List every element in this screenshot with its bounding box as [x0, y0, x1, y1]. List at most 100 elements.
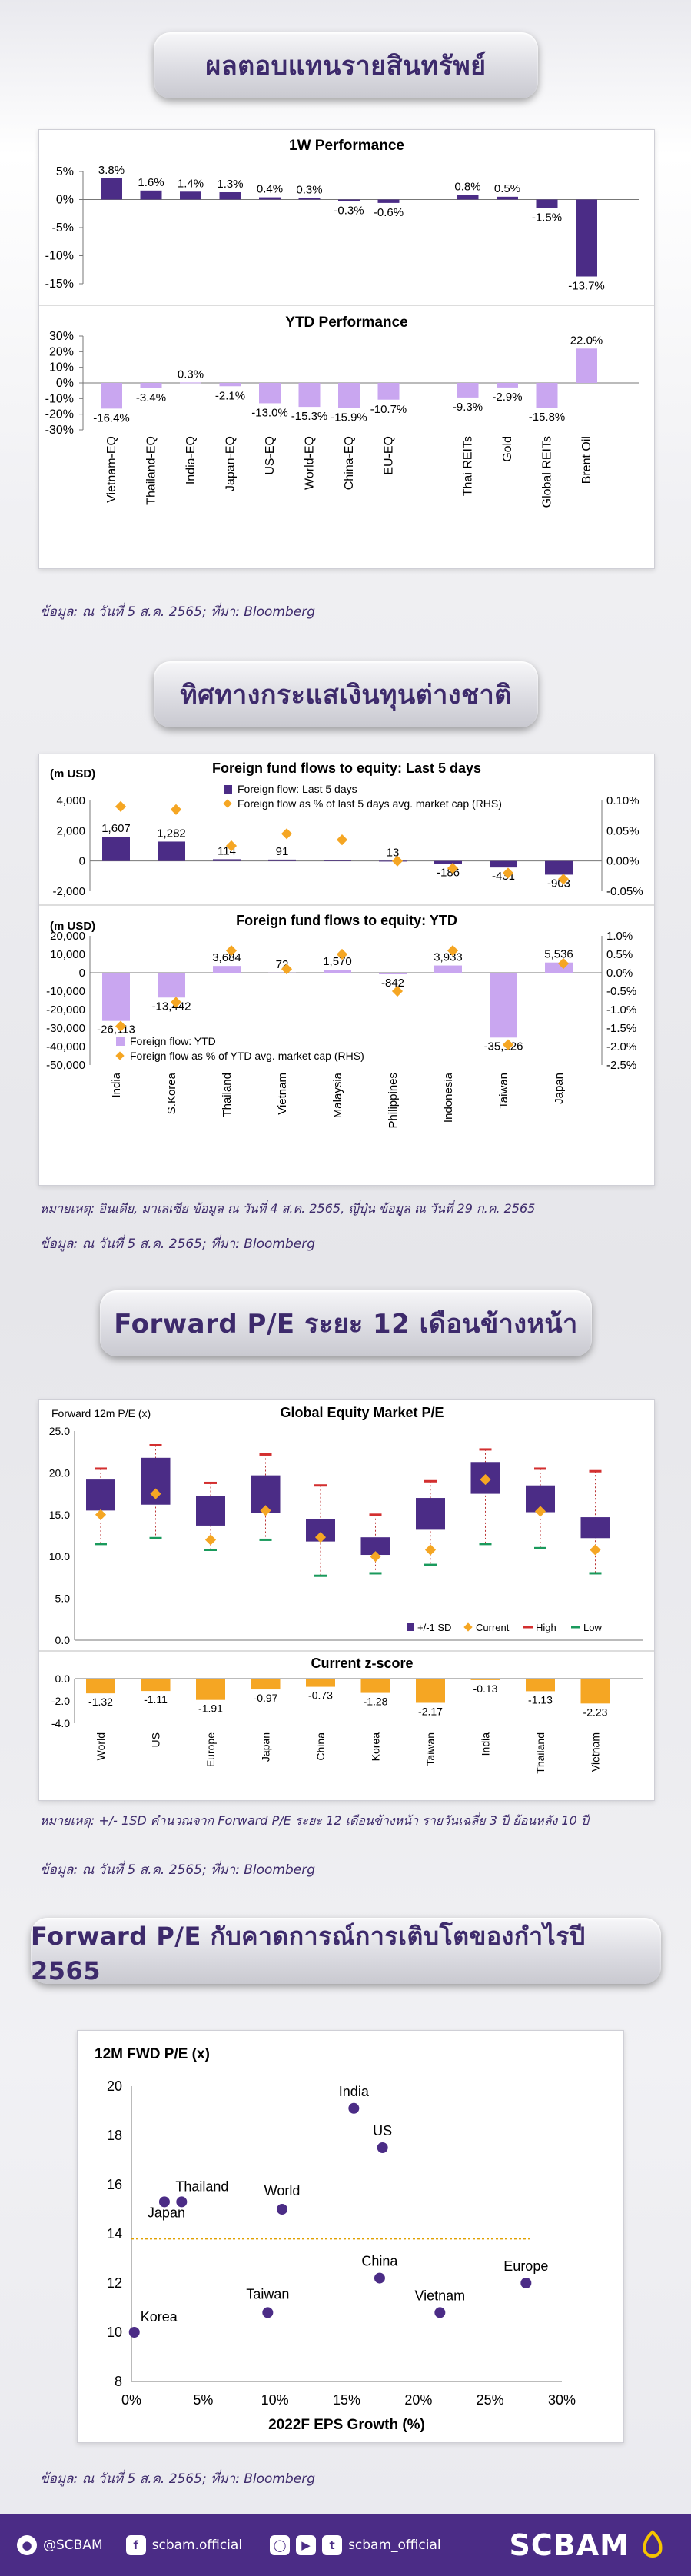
source-note-scatter: ข้อมูล: ณ วันที่ 5 ส.ค. 2565; ที่มา: Blo… [40, 2471, 315, 2487]
flow-5d-rhs-tick: -0.05% [606, 885, 643, 898]
flow-5d-data-label: 91 [276, 845, 289, 858]
flows-chart: Foreign fund flows to equity: Last 5 day… [39, 760, 654, 1129]
flow-ytd-bar [434, 965, 462, 973]
remark-pe: หมายเหตุ: +/- 1SD คำนวณจาก Forward P/E ร… [40, 1813, 590, 1828]
scatter-xtick: 10% [261, 2392, 289, 2408]
perf-1w-data-label: 0.3% [296, 183, 322, 196]
scatter-point-label: India [339, 2084, 370, 2099]
perf-ytd-data-label: -16.4% [93, 411, 130, 424]
zscore-bar [86, 1679, 115, 1694]
perf-1w-bar [536, 199, 558, 208]
flow-ytd-bar [490, 973, 517, 1038]
zscore-title: Current z-score [311, 1656, 413, 1671]
flow-5d-bar [213, 859, 241, 861]
scatter-point [158, 2196, 170, 2208]
perf-ytd-ytick: -10% [45, 392, 74, 405]
perf-1w-bar [497, 196, 518, 200]
scatter-xtick: 5% [193, 2392, 213, 2408]
scatter-point [176, 2196, 188, 2208]
flow-5d-rhs-point [502, 867, 514, 879]
scatter-point [277, 2204, 287, 2215]
flow-5d-legend-label: Foreign flow as % of last 5 days avg. ma… [238, 797, 502, 810]
zscore-data-label: -1.11 [144, 1693, 168, 1706]
perf-1w-bar [219, 192, 241, 200]
perf-ytd-bar [259, 383, 281, 404]
perf-ytd-bar [497, 383, 518, 388]
scatter-title: 12M FWD P/E (x) [95, 2046, 210, 2062]
pe-ytick: 20.0 [49, 1466, 70, 1479]
section-title-flows: ทิศทางกระแสเงินทุนต่างชาติ [154, 661, 538, 727]
brand-logo: SCBAM [510, 2528, 668, 2562]
flow-ytd-data-label: -13,442 [152, 1000, 191, 1013]
pe-panel: Forward 12m P/E (x) Global Equity Market … [38, 1399, 655, 1801]
zscore-data-label: -0.13 [473, 1682, 498, 1695]
pe-legend-label: +/-1 SD [417, 1622, 451, 1633]
zscore-category-label: China [314, 1732, 327, 1761]
flow-ytd-ytick: -20,000 [46, 1003, 85, 1017]
scatter-point-label: China [361, 2254, 398, 2269]
perf-category-label: EU-EQ [383, 436, 396, 475]
zscore-category-label: World [95, 1732, 107, 1760]
perf-1w-data-label: 3.8% [98, 164, 125, 177]
perf-ytd-ytick: 0% [56, 377, 74, 390]
footer-facebook-label: scbam.official [151, 2538, 243, 2553]
scatter-point-label: Thailand [175, 2178, 228, 2194]
source-note-performance: ข้อมูล: ณ วันที่ 5 ส.ค. 2565; ที่มา: Blo… [40, 604, 315, 620]
flow-ytd-data-label: 3,684 [212, 951, 241, 964]
twitter-icon: t [322, 2535, 343, 2555]
perf-ytd-bar [377, 383, 400, 400]
footer-social-label: scbam_official [348, 2538, 441, 2553]
flow-5d-bar [102, 837, 130, 861]
footer-facebook[interactable]: f scbam.official [125, 2535, 243, 2555]
perf-ytd-data-label: -2.1% [215, 389, 245, 402]
perf-ytd-ytick: 10% [49, 361, 74, 374]
scatter-point [377, 2142, 388, 2153]
flow-ytd-legend-swatch [116, 1037, 125, 1046]
scatter-point-label: Vietnam [414, 2288, 465, 2303]
flow-ytd-ytick: 10,000 [50, 948, 85, 961]
pe-current-point [204, 1534, 217, 1546]
perf-category-label: US-EQ [264, 436, 277, 475]
flow-5d-rhs-tick: 0.05% [606, 824, 640, 837]
perf-category-label: Gold [501, 436, 514, 462]
perf-category-label: Vietnam-EQ [105, 436, 118, 503]
zscore-bar [360, 1679, 390, 1693]
flow-ytd-rhs-tick: 1.0% [606, 930, 633, 943]
perf-ytd-data-label: -15.8% [529, 411, 566, 424]
perf-ytd-bar [219, 383, 241, 387]
flow-ytd-legend-swatch [115, 1051, 125, 1060]
scatter-xtick: 15% [333, 2392, 360, 2408]
flow-ytd-rhs-tick: -2.0% [606, 1040, 636, 1053]
footer-line[interactable]: ● @SCBAM [17, 2535, 103, 2555]
flow-ytd-rhs-point [391, 985, 404, 997]
zscore-bar [306, 1679, 335, 1687]
scatter-point [348, 2102, 360, 2114]
perf-ytd-ytick: 30% [49, 330, 74, 343]
flow-category-label: Malaysia [331, 1072, 344, 1118]
scatter-point-label: Korea [141, 2309, 178, 2325]
flow-ytd-unit: (m USD) [50, 920, 95, 933]
scatter-panel: 12M FWD P/E (x) 2022F EPS Growth (%) 20 18 1… [77, 2030, 624, 2443]
perf-1w-bar [457, 195, 479, 200]
zscore-bar [580, 1679, 610, 1704]
flow-5d-bar [268, 859, 296, 861]
perf-category-label: China-EQ [343, 436, 356, 490]
flow-category-label: Indonesia [442, 1072, 455, 1123]
flow-category-label: India [110, 1072, 123, 1097]
perf-1w-title: 1W Performance [289, 138, 404, 154]
footer-bar: ● @SCBAM f scbam.official ◯ ▶ t scbam_of… [0, 2514, 691, 2576]
flow-5d-rhs-tick: 0.00% [606, 855, 640, 868]
perf-ytd-data-label: -3.4% [136, 391, 166, 404]
scatter-ytick: 20 [107, 2078, 122, 2094]
flow-5d-bar [324, 860, 351, 861]
perf-ytd-ytick: -20% [45, 408, 74, 421]
perf-1w-ytick: -5% [52, 221, 74, 235]
zscore-data-label: -1.13 [528, 1693, 553, 1706]
flow-5d-ytick: 2,000 [56, 824, 85, 837]
pe-sd-box [580, 1517, 610, 1539]
scatter-point-label: Taiwan [246, 2286, 289, 2301]
pe-sd-box [196, 1496, 225, 1526]
footer-social[interactable]: ◯ ▶ t scbam_official [270, 2535, 441, 2555]
pe-current-point [260, 1505, 271, 1516]
flow-ytd-bar [213, 966, 241, 973]
